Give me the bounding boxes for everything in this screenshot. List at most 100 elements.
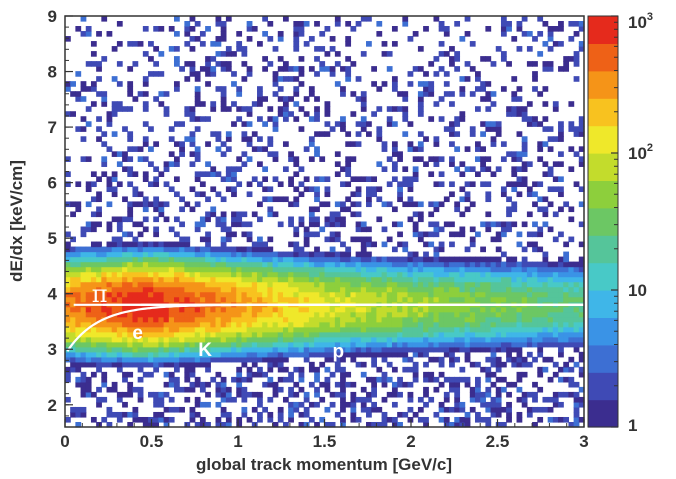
heatmap-cell — [423, 326, 429, 333]
heatmap-cell — [303, 281, 310, 288]
heatmap-cell — [116, 331, 123, 338]
heatmap-cell — [366, 411, 372, 418]
heatmap-cell — [199, 401, 206, 408]
heatmap-cell — [360, 91, 367, 97]
heatmap-cell — [153, 356, 160, 363]
heatmap-cell — [376, 276, 383, 283]
heatmap-cell — [153, 266, 160, 273]
heatmap-cell — [355, 396, 362, 403]
heatmap-cell — [308, 351, 315, 358]
heatmap-cell — [485, 166, 492, 172]
heatmap-cell — [329, 336, 336, 343]
heatmap-cell — [397, 91, 403, 97]
heatmap-cell — [412, 221, 419, 228]
heatmap-cell — [225, 321, 232, 328]
heatmap-cell — [111, 76, 118, 82]
heatmap-cell — [526, 61, 533, 67]
heatmap-cell — [231, 121, 237, 127]
heatmap-cell — [350, 416, 357, 423]
heatmap-cell — [438, 331, 445, 338]
heatmap-cell — [210, 106, 217, 112]
heatmap-cell — [80, 376, 87, 383]
heatmap-cell — [116, 341, 123, 348]
heatmap-cell — [355, 21, 362, 27]
heatmap-cell — [511, 381, 518, 388]
heatmap-cell — [563, 321, 570, 328]
heatmap-cell — [111, 296, 118, 303]
heatmap-cell — [319, 346, 326, 353]
heatmap-cell — [532, 266, 538, 273]
heatmap-cell — [397, 376, 403, 383]
heatmap-cell — [438, 326, 445, 333]
heatmap-cell — [251, 326, 258, 333]
heatmap-cell — [381, 376, 388, 383]
heatmap-cell — [490, 91, 497, 97]
heatmap-cell — [464, 166, 471, 172]
heatmap-cell — [495, 346, 502, 353]
heatmap-cell — [225, 61, 232, 67]
heatmap-cell — [189, 351, 196, 358]
heatmap-cell — [500, 21, 507, 27]
heatmap-cell — [480, 221, 486, 228]
heatmap-cell — [345, 346, 352, 353]
heatmap-cell — [578, 316, 585, 323]
heatmap-cell — [75, 296, 82, 303]
heatmap-cell — [480, 131, 486, 137]
heatmap-cell — [215, 306, 222, 313]
heatmap-cell — [225, 131, 232, 137]
heatmap-cell — [194, 76, 201, 82]
heatmap-cell — [423, 351, 429, 358]
heatmap-cell — [277, 181, 284, 188]
x-tick-label: 2 — [406, 432, 415, 451]
heatmap-cell — [578, 291, 585, 298]
heatmap-cell — [179, 321, 185, 328]
heatmap-cell — [516, 46, 523, 52]
heatmap-cell — [293, 401, 300, 408]
heatmap-cell — [282, 101, 289, 107]
heatmap-cell — [215, 351, 222, 358]
heatmap-cell — [324, 111, 331, 117]
heatmap-cell — [241, 231, 248, 238]
heatmap-cell — [225, 246, 232, 253]
heatmap-cell — [189, 46, 196, 52]
heatmap-cell — [329, 36, 336, 42]
heatmap-cell — [407, 216, 414, 223]
heatmap-cell — [210, 41, 217, 47]
heatmap-cell — [552, 286, 559, 293]
heatmap-cell — [407, 181, 414, 188]
heatmap-cell — [314, 176, 320, 182]
heatmap-cell — [85, 26, 92, 32]
heatmap-cell — [194, 156, 201, 162]
heatmap-cell — [366, 391, 372, 398]
heatmap-cell — [65, 281, 71, 288]
heatmap-cell — [407, 201, 414, 208]
heatmap-cell — [355, 256, 362, 263]
heatmap-cell — [282, 311, 289, 318]
heatmap-cell — [485, 331, 492, 338]
heatmap-cell — [459, 306, 466, 313]
heatmap-cell — [526, 211, 533, 218]
heatmap-cell — [75, 406, 82, 413]
heatmap-cell — [194, 331, 201, 338]
heatmap-cell — [412, 276, 419, 283]
heatmap-cell — [122, 286, 128, 293]
heatmap-cell — [490, 286, 497, 293]
heatmap-cell — [459, 211, 466, 218]
heatmap-cell — [366, 201, 372, 208]
heatmap-cell — [148, 321, 154, 328]
heatmap-cell — [350, 201, 357, 208]
colorbar-segment — [588, 290, 618, 318]
heatmap-cell — [459, 161, 466, 167]
heatmap-cell — [80, 226, 87, 233]
heatmap-cell — [386, 51, 393, 57]
heatmap-cell — [386, 376, 393, 383]
heatmap-cell — [205, 346, 211, 353]
heatmap-cell — [225, 146, 232, 152]
heatmap-cell — [173, 311, 180, 318]
heatmap-cell — [106, 256, 113, 263]
heatmap-cell — [116, 216, 123, 223]
heatmap-cell — [127, 361, 134, 368]
heatmap-cell — [480, 346, 486, 353]
heatmap-cell — [563, 366, 570, 373]
heatmap-cell — [449, 266, 455, 273]
